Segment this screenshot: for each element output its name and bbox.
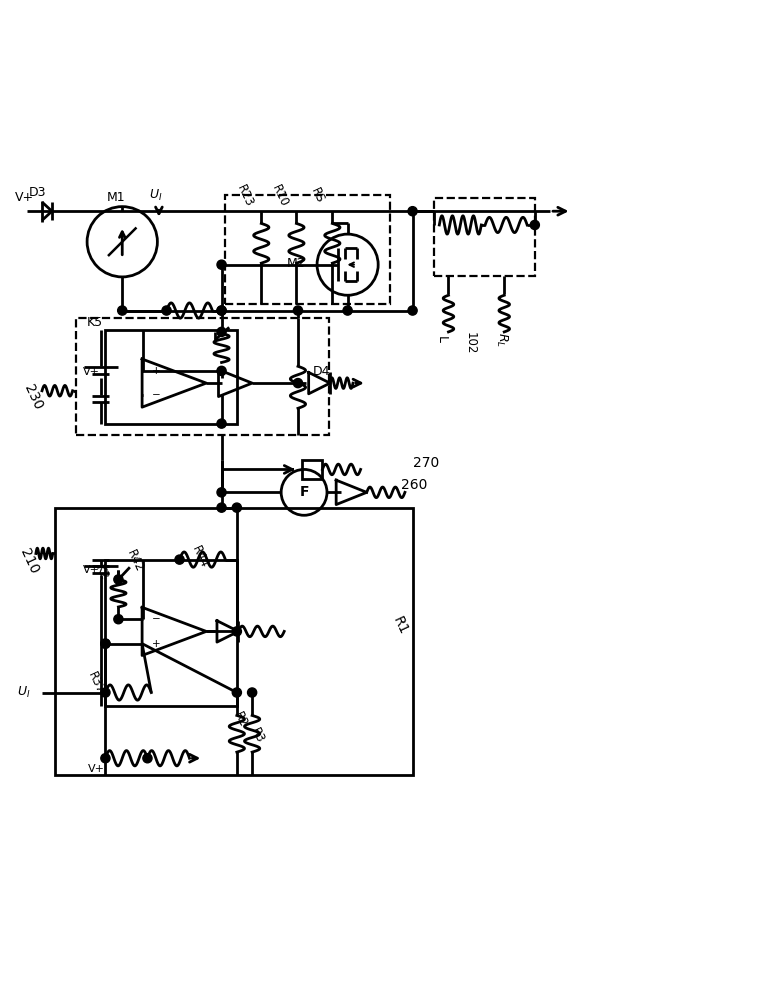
Bar bbox=[434, 198, 535, 276]
Circle shape bbox=[217, 327, 226, 337]
Bar bbox=[225, 195, 390, 304]
Circle shape bbox=[175, 555, 184, 564]
Circle shape bbox=[114, 575, 123, 584]
Text: 210: 210 bbox=[17, 546, 40, 576]
Text: 260: 260 bbox=[401, 478, 428, 492]
Circle shape bbox=[293, 379, 303, 388]
Text: RS: RS bbox=[308, 186, 326, 206]
Circle shape bbox=[217, 503, 226, 512]
Text: V+: V+ bbox=[83, 565, 99, 575]
Circle shape bbox=[248, 688, 257, 697]
Circle shape bbox=[217, 419, 226, 428]
Text: D4: D4 bbox=[313, 365, 331, 378]
Circle shape bbox=[232, 688, 241, 697]
Text: R37: R37 bbox=[86, 670, 107, 697]
Circle shape bbox=[232, 627, 241, 636]
Text: $U_I$: $U_I$ bbox=[149, 188, 163, 203]
Bar bbox=[105, 560, 237, 706]
Circle shape bbox=[162, 306, 171, 315]
Text: M1: M1 bbox=[107, 191, 125, 204]
Text: R1: R1 bbox=[390, 614, 410, 637]
Circle shape bbox=[343, 306, 352, 315]
Circle shape bbox=[101, 754, 110, 763]
Text: $R_L$: $R_L$ bbox=[494, 332, 510, 347]
Text: R3: R3 bbox=[248, 726, 267, 745]
Circle shape bbox=[101, 688, 110, 697]
Text: R23: R23 bbox=[234, 183, 255, 209]
Text: R10: R10 bbox=[269, 183, 290, 209]
Text: +: + bbox=[152, 366, 161, 376]
Text: V+: V+ bbox=[83, 367, 99, 377]
Circle shape bbox=[217, 306, 226, 315]
Circle shape bbox=[217, 306, 226, 315]
Text: −: − bbox=[152, 614, 161, 624]
Circle shape bbox=[217, 366, 226, 375]
Circle shape bbox=[408, 306, 417, 315]
Text: −: − bbox=[152, 390, 161, 400]
Circle shape bbox=[232, 503, 241, 512]
Circle shape bbox=[118, 306, 127, 315]
Circle shape bbox=[101, 639, 110, 648]
Text: R42: R42 bbox=[125, 548, 146, 574]
Circle shape bbox=[530, 220, 539, 230]
Text: K5: K5 bbox=[86, 316, 102, 329]
Circle shape bbox=[408, 207, 417, 216]
Text: V+: V+ bbox=[88, 764, 105, 774]
Text: $U_I$: $U_I$ bbox=[17, 685, 31, 700]
Circle shape bbox=[143, 754, 152, 763]
Circle shape bbox=[114, 615, 123, 624]
Text: L: L bbox=[435, 336, 448, 343]
Text: F: F bbox=[299, 485, 309, 499]
Bar bbox=[55, 508, 413, 775]
Circle shape bbox=[293, 306, 303, 315]
Text: 102: 102 bbox=[463, 332, 477, 355]
Text: 270: 270 bbox=[413, 456, 439, 470]
Text: D3: D3 bbox=[29, 186, 47, 199]
Bar bbox=[302, 460, 322, 479]
Text: 230: 230 bbox=[21, 382, 45, 412]
Text: R2: R2 bbox=[231, 710, 250, 730]
Bar bbox=[105, 330, 237, 424]
Circle shape bbox=[101, 639, 110, 648]
Text: V+: V+ bbox=[15, 191, 34, 204]
Text: K2: K2 bbox=[92, 563, 110, 583]
Text: +: + bbox=[152, 639, 161, 649]
Text: M2: M2 bbox=[286, 257, 305, 270]
Circle shape bbox=[217, 260, 226, 269]
Bar bbox=[76, 318, 329, 435]
Circle shape bbox=[217, 488, 226, 497]
Text: R44: R44 bbox=[189, 544, 211, 571]
